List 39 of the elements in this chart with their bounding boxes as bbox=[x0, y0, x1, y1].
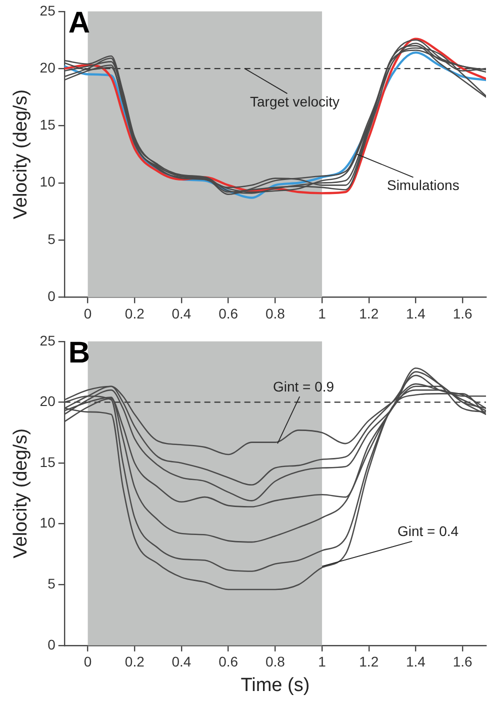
y-axis-title: Velocity (deg/s) bbox=[10, 89, 32, 220]
annotation: Gint = 0.4 bbox=[397, 523, 459, 540]
annotation: B bbox=[68, 336, 90, 370]
x-tick-label: 0.4 bbox=[172, 654, 192, 670]
x-tick-label: 1 bbox=[318, 654, 326, 670]
annotation: A bbox=[68, 6, 90, 40]
x-tick-label: 1.6 bbox=[452, 654, 473, 670]
y-tick-label: 0 bbox=[48, 636, 56, 652]
x-tick-label: 0.2 bbox=[124, 305, 145, 322]
y-tick-label: 10 bbox=[40, 514, 56, 531]
x-tick-label: 0.2 bbox=[124, 654, 145, 670]
x-tick-label: 0.8 bbox=[265, 305, 286, 322]
y-axis-title: Velocity (deg/s) bbox=[10, 428, 32, 558]
y-tick-label: 25 bbox=[40, 332, 56, 348]
y-tick-label: 20 bbox=[40, 59, 56, 76]
annotation: Gint = 0.9 bbox=[272, 378, 334, 394]
y-tick-label: 20 bbox=[40, 393, 56, 410]
y-tick-label: 5 bbox=[48, 230, 56, 247]
x-tick-label: 1 bbox=[318, 305, 326, 322]
x-tick-label: 0 bbox=[84, 305, 92, 322]
x-tick-label: 1.4 bbox=[406, 305, 426, 322]
y-tick-label: 25 bbox=[40, 2, 56, 18]
x-tick-label: 1.4 bbox=[406, 654, 426, 670]
x-tick-label: 0.4 bbox=[172, 305, 192, 322]
y-tick-label: 0 bbox=[48, 288, 56, 304]
x-tick-label: 1.2 bbox=[359, 305, 379, 322]
y-tick-label: 15 bbox=[40, 454, 56, 470]
x-tick-label: 0.8 bbox=[265, 654, 286, 670]
annotation: Target velocity bbox=[250, 93, 340, 110]
x-tick-label: 1.6 bbox=[452, 305, 473, 322]
x-tick-label: 1.2 bbox=[359, 654, 379, 670]
y-tick-label: 5 bbox=[48, 575, 56, 592]
x-tick-label: 0 bbox=[84, 654, 92, 670]
x-tick-label: 0.6 bbox=[218, 654, 238, 670]
x-axis-title: Time (s) bbox=[240, 674, 310, 696]
x-tick-label: 0.6 bbox=[218, 305, 238, 322]
y-tick-label: 15 bbox=[40, 116, 56, 133]
annotation: Simulations bbox=[386, 177, 460, 194]
y-tick-label: 10 bbox=[40, 174, 56, 190]
